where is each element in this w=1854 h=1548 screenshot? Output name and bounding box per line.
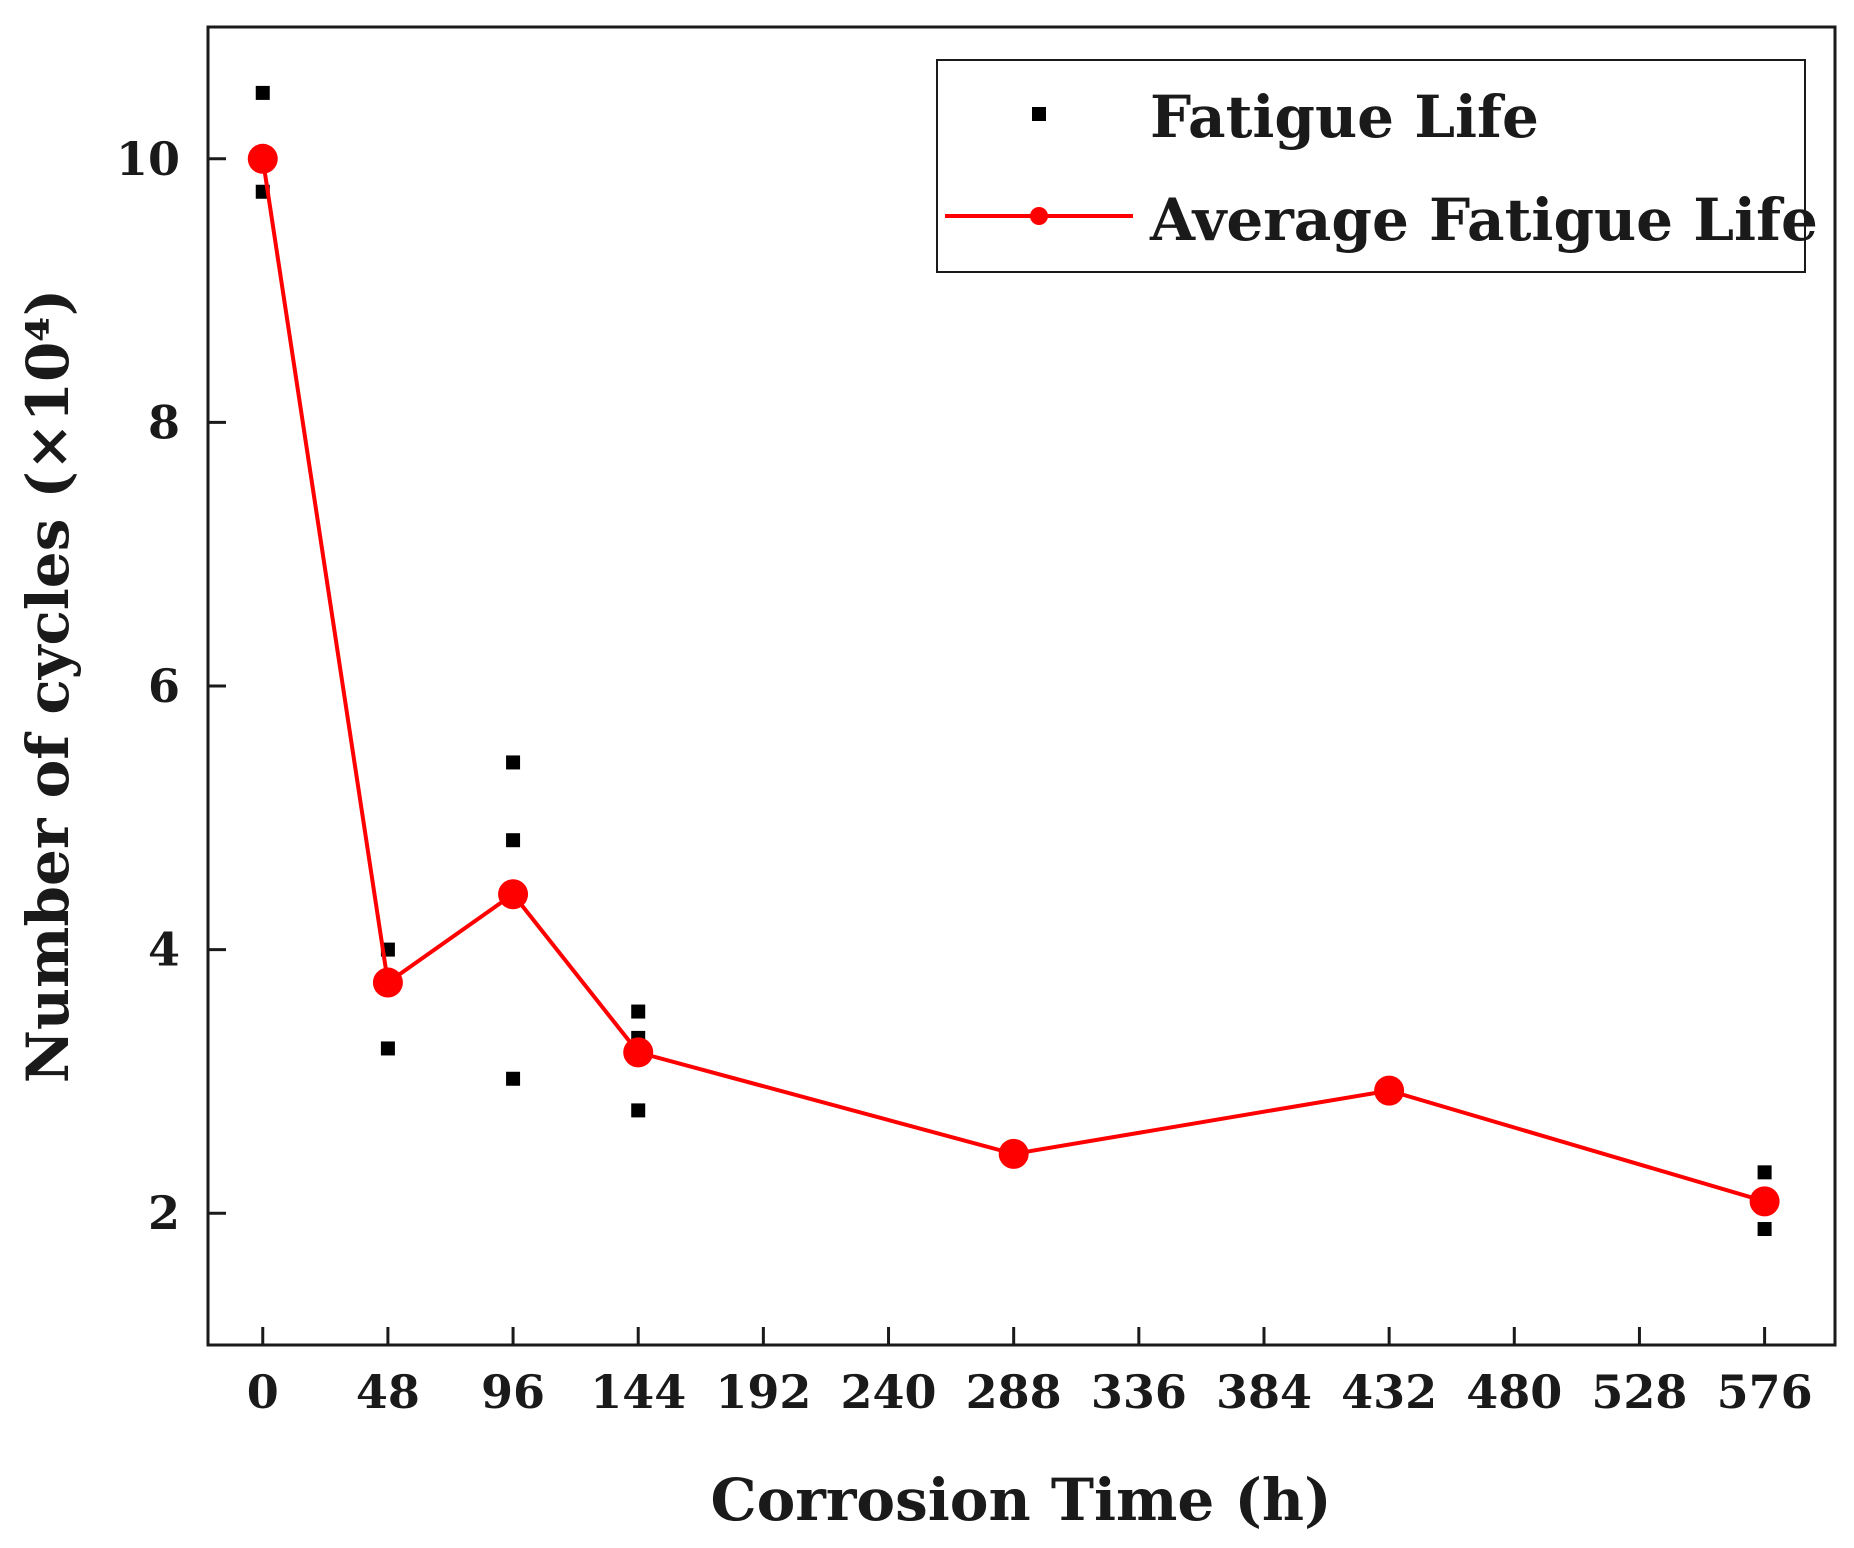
x-tick-label-576: 576: [1717, 1365, 1813, 1419]
average-fatigue-life-point: [247, 143, 278, 174]
average-fatigue-life-point: [1749, 1186, 1780, 1217]
y-tick-label-2: 2: [148, 1186, 180, 1240]
fatigue-life-point: [631, 1103, 646, 1118]
x-tick-label-48: 48: [356, 1365, 420, 1419]
fatigue-life-point: [506, 755, 521, 770]
x-tick-label-240: 240: [841, 1365, 937, 1419]
x-tick-label-96: 96: [481, 1365, 545, 1419]
average-fatigue-life-line: [260, 158, 1766, 1204]
data-series: [247, 85, 1780, 1237]
x-tick-label-192: 192: [715, 1365, 811, 1419]
x-tick-label-480: 480: [1466, 1365, 1562, 1419]
fatigue-life-point: [255, 85, 270, 100]
legend-box: [936, 59, 1806, 273]
fatigue-life-point: [631, 1004, 646, 1019]
legend-fatigue-life-marker: [1032, 107, 1046, 121]
fatigue-life-point: [506, 833, 521, 848]
average-fatigue-life-point: [623, 1037, 654, 1068]
y-axis-title: Number of cycles (×10⁴): [14, 289, 82, 1083]
legend-fatigue-life-label: Fatigue Life: [1150, 83, 1539, 151]
fatigue-life-point: [506, 1071, 521, 1086]
x-tick-label-336: 336: [1091, 1365, 1187, 1419]
fatigue-life-point: [1757, 1165, 1772, 1180]
x-axis-title: Corrosion Time (h): [710, 1466, 1331, 1534]
x-tick-label-432: 432: [1341, 1365, 1437, 1419]
legend-average-fatigue-life-label: Average Fatigue Life: [1149, 186, 1818, 254]
y-axis: 2 4 6 8 10: [116, 132, 226, 1240]
legend-average-marker: [1030, 207, 1048, 225]
x-tick-label-0: 0: [247, 1365, 279, 1419]
average-fatigue-life-point: [1374, 1075, 1405, 1106]
average-fatigue-life-point: [372, 967, 403, 998]
y-tick-label-4: 4: [148, 923, 180, 977]
average-fatigue-life-point: [998, 1138, 1029, 1169]
x-tick-label-144: 144: [590, 1365, 686, 1419]
x-tick-label-288: 288: [966, 1365, 1062, 1419]
average-fatigue-life-point: [498, 879, 529, 910]
x-tick-label-384: 384: [1216, 1365, 1312, 1419]
fatigue-life-point: [380, 1041, 395, 1056]
y-tick-label-10: 10: [116, 132, 180, 186]
y-tick-label-8: 8: [148, 395, 180, 449]
x-axis: 0 48 96 144 192 240 288 336 384 432 480 528 576: [247, 1327, 1813, 1419]
y-tick-label-6: 6: [148, 659, 180, 713]
legend: Fatigue Life Average Fatigue Life: [936, 59, 1818, 273]
fatigue-life-point: [1757, 1222, 1772, 1237]
x-tick-label-528: 528: [1591, 1365, 1687, 1419]
